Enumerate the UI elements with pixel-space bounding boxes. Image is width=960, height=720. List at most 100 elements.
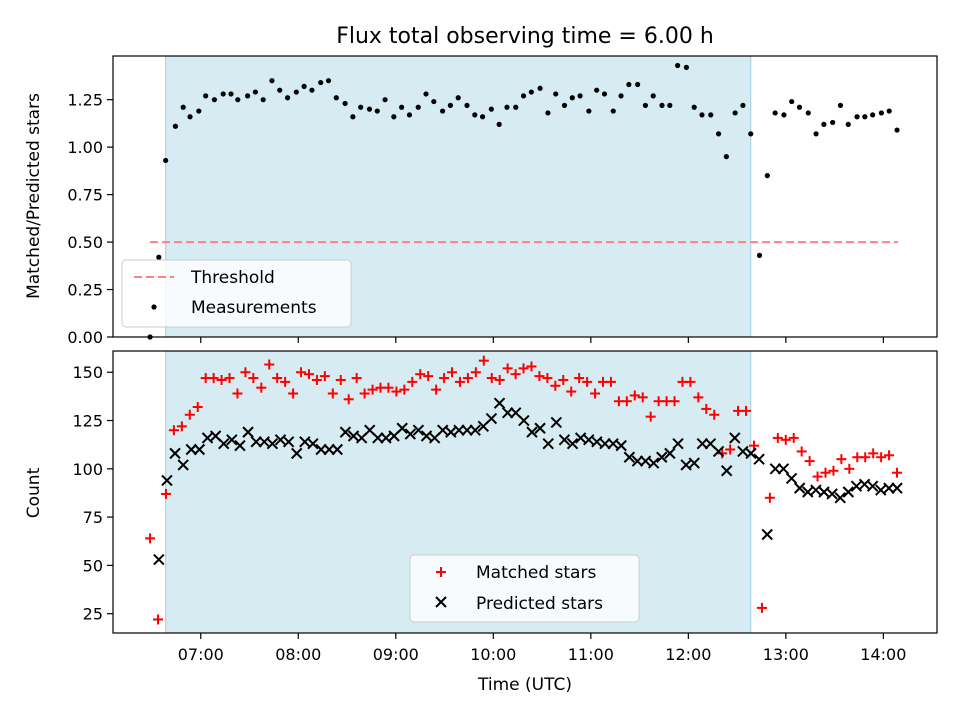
top-axes-frame: [112, 55, 938, 338]
measurement-point: [635, 81, 641, 88]
matched-star-point: [844, 463, 855, 474]
measurement-point: [172, 123, 179, 129]
predicted-star-point: [647, 457, 660, 469]
measurement-point: [479, 114, 486, 120]
measurement-point: [472, 112, 478, 118]
predicted-star-point: [161, 474, 173, 487]
predicted-star-point: [469, 424, 481, 436]
matched-star-point: [184, 409, 195, 420]
matched-star-point: [876, 452, 887, 463]
matched-star-point: [216, 374, 227, 385]
measurement-point: [196, 108, 202, 114]
measurement-point: [626, 81, 632, 88]
measurement-point: [277, 87, 283, 93]
measurement-point: [163, 157, 169, 164]
measurement-point: [789, 98, 795, 105]
predicted-star-point: [461, 424, 473, 436]
matched-star-point: [153, 614, 164, 625]
measurement-point: [284, 95, 291, 101]
y-tick-label: 0.00: [67, 328, 103, 347]
y-tick-label: 1.25: [67, 91, 103, 110]
matched-star-point: [343, 394, 354, 405]
measurement-point: [496, 121, 502, 127]
predicted-star-point: [153, 553, 165, 566]
matched-star-point: [415, 369, 426, 380]
measurement-point: [708, 112, 714, 118]
predicted-star-point: [274, 434, 287, 446]
x-axis-label: Time (UTC): [477, 675, 572, 695]
predicted-star-point: [404, 428, 417, 440]
measurement-point: [488, 106, 494, 112]
predicted-star-point: [445, 426, 457, 438]
measurement-point: [756, 252, 763, 258]
matched-star-point: [717, 448, 728, 459]
matched-star-point: [176, 421, 187, 432]
bottom-legend: Matched stars Predicted stars: [409, 554, 640, 623]
measurement-point: [180, 104, 186, 110]
measurement-point: [764, 173, 770, 179]
x-tick-label: 10:00: [470, 645, 516, 664]
matched-star-point: [288, 388, 299, 399]
matched-star-point: [486, 373, 497, 384]
predicted-star-point: [639, 455, 652, 467]
matched-star-point: [820, 467, 831, 478]
measurement-point: [325, 78, 332, 84]
measurement-point: [203, 93, 209, 99]
measurement-point: [504, 104, 510, 110]
matched-star-point: [892, 467, 903, 478]
predicted-star-point: [688, 457, 700, 469]
predicted-star-point: [566, 438, 579, 450]
matched-star-point: [637, 392, 648, 403]
measurement-point: [553, 91, 559, 97]
measurement-point: [618, 93, 624, 99]
predicted-star-point: [664, 447, 676, 460]
matched-star-point: [796, 446, 807, 457]
predicted-star-point: [218, 438, 230, 450]
measurement-point: [415, 104, 421, 110]
measurement-point: [187, 114, 193, 120]
predicted-star-point: [347, 430, 360, 442]
measurement-point: [675, 62, 681, 69]
matched-star-point: [772, 432, 783, 443]
matched-star-point: [264, 359, 275, 370]
matched-star-point: [192, 402, 203, 413]
measurement-point: [260, 97, 266, 103]
y-tick-label: 0.50: [67, 233, 103, 252]
top-legend: Threshold Measurements: [121, 259, 352, 328]
measurement-point: [391, 114, 397, 120]
predicted-star-point: [826, 488, 838, 500]
bottom-x-ticks: 07:00 08:00 09:00 10:00 11:00 12:00 13:00 14:00: [178, 633, 906, 664]
measurement-point: [301, 83, 307, 89]
predicted-star-point: [753, 453, 765, 465]
matched-star-point: [232, 388, 243, 399]
predicted-star-point: [712, 445, 725, 458]
measurement-point: [667, 102, 673, 108]
matched-star-point: [145, 533, 156, 544]
predicted-star-point: [615, 439, 627, 452]
matched-star-point: [629, 390, 640, 401]
predicted-star-point: [558, 434, 571, 446]
measurement-point: [781, 112, 787, 118]
measurement-point: [732, 110, 738, 116]
predicted-star-point: [299, 436, 311, 448]
measurement-point: [366, 106, 373, 112]
measurement-point: [447, 102, 454, 108]
measurement-point: [886, 108, 892, 114]
measurement-point: [399, 104, 405, 110]
predicted-star-point: [680, 459, 692, 471]
measurement-point: [156, 254, 162, 260]
bottom-legend-box: [409, 554, 640, 623]
predicted-star-point: [258, 436, 270, 448]
matched-star-point: [423, 371, 434, 382]
matched-star-point: [550, 380, 561, 391]
matched-star-point: [526, 361, 537, 372]
matched-star-point: [208, 373, 219, 384]
measurement-point: [220, 91, 226, 97]
measurement-point: [561, 102, 568, 108]
measurement-point: [830, 119, 836, 126]
predicted-star-point: [291, 447, 303, 460]
matched-star-point: [470, 367, 481, 378]
top-y-ticks: 0.00 0.25 0.50 0.75 1.00 1.25: [67, 91, 113, 347]
matched-star-point: [359, 388, 370, 399]
predicted-star-point: [891, 482, 903, 494]
